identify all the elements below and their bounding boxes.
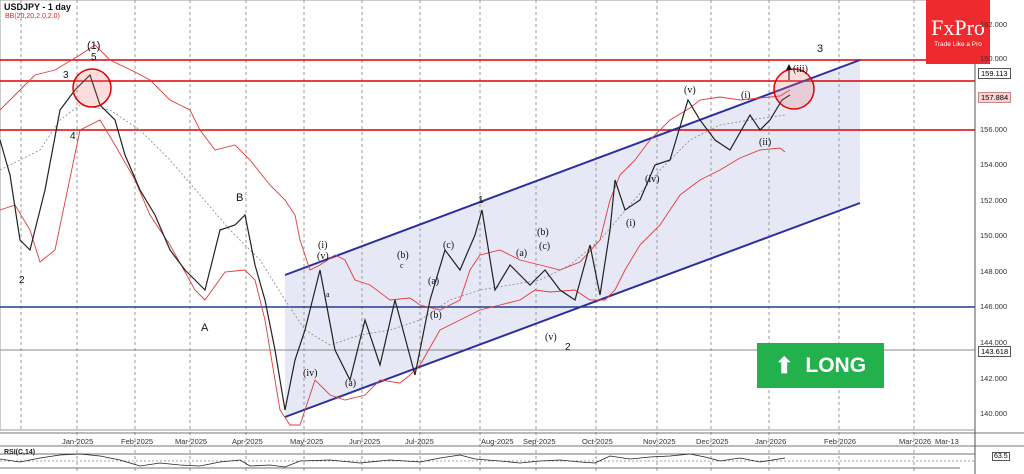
price-tick: 160.000 <box>980 54 1008 63</box>
svg-text:(a): (a) <box>516 248 527 259</box>
rsi-label: RSI(C,14) <box>4 449 36 456</box>
arrow-up-icon: ⬆ <box>774 352 794 378</box>
channel-upper-line <box>284 59 861 276</box>
highlight-circle-top <box>72 68 112 108</box>
svg-text:(b): (b) <box>430 310 442 321</box>
date-tick: Jan-2026 <box>755 437 787 446</box>
price-tick: 156.000 <box>980 125 1008 134</box>
svg-text:(iii): (iii) <box>793 64 808 75</box>
signal-label: LONG <box>805 353 867 377</box>
svg-text:(b): (b) <box>537 227 549 238</box>
svg-text:(a): (a) <box>345 378 356 389</box>
bollinger-middle <box>0 104 786 346</box>
date-tick: Jun-2025 <box>349 437 381 446</box>
rsi-line <box>0 453 786 468</box>
svg-text:B: B <box>236 192 243 204</box>
date-tick: Feb-2026 <box>824 437 857 446</box>
date-tick: Jul-2025 <box>405 437 434 446</box>
date-tick: Jan-2025 <box>62 437 94 446</box>
svg-text:1: 1 <box>478 195 484 206</box>
svg-text:a: a <box>326 290 330 299</box>
price-tag-level: 143.618 <box>978 346 1012 357</box>
svg-text:5: 5 <box>91 52 97 63</box>
date-tick: Mar-2026 <box>899 437 932 446</box>
price-tick: 148.000 <box>980 267 1008 276</box>
date-tick: Mar-13 <box>935 437 959 446</box>
date-gridlines <box>20 0 915 474</box>
svg-text:(iv): (iv) <box>645 174 659 185</box>
price-tick: 150.000 <box>980 231 1008 240</box>
svg-text:(i): (i) <box>626 218 635 229</box>
svg-text:(ii): (ii) <box>759 137 771 148</box>
price-tick: 142.000 <box>980 374 1008 383</box>
date-tick: Feb-2025 <box>121 437 154 446</box>
svg-text:(iv): (iv) <box>303 368 317 379</box>
date-tick: Apr-2025 <box>232 437 263 446</box>
svg-text:(v): (v) <box>684 85 696 96</box>
date-tick: Oct-2025 <box>582 437 613 446</box>
price-tick: 144.000 <box>980 338 1008 347</box>
price-tick: 162.000 <box>980 20 1008 29</box>
svg-text:(b): (b) <box>397 250 409 261</box>
svg-text:(c): (c) <box>443 240 454 251</box>
date-tick: May-2025 <box>290 437 324 446</box>
svg-text:3: 3 <box>63 70 69 81</box>
svg-text:(v): (v) <box>317 251 329 262</box>
logo-brand: FxPro <box>931 15 985 40</box>
bollinger-lower <box>0 119 786 426</box>
bollinger-upper <box>0 44 791 311</box>
long-signal-badge: ⬆ LONG <box>757 343 884 388</box>
rsi-value-tag: 63.5 <box>992 452 1010 461</box>
price-tag-current: 157.884 <box>978 92 1012 103</box>
date-tick: Dec-2025 <box>696 437 729 446</box>
svg-text:4: 4 <box>70 131 76 142</box>
date-tick: Mar-2025 <box>175 437 208 446</box>
indicator-label: BB(20,20,2.0,2.0) <box>5 13 60 20</box>
svg-text:(a): (a) <box>428 276 439 287</box>
svg-text:2: 2 <box>565 342 571 353</box>
highlight-circle-current <box>773 68 815 110</box>
svg-text:A: A <box>201 322 209 334</box>
price-tick: 140.000 <box>980 409 1008 418</box>
svg-text:(c): (c) <box>539 241 550 252</box>
svg-text:(1): (1) <box>87 40 100 52</box>
svg-text:3: 3 <box>817 43 823 55</box>
svg-text:(v): (v) <box>545 332 557 343</box>
price-tick: 152.000 <box>980 196 1008 205</box>
price-tick: 146.000 <box>980 302 1008 311</box>
date-tick: Aug-2025 <box>481 437 514 446</box>
svg-text:(i): (i) <box>318 240 327 251</box>
price-tag-resistance: 159.113 <box>978 68 1011 79</box>
date-tick: Sep-2025 <box>523 437 556 446</box>
svg-text:c: c <box>400 261 404 270</box>
elliott-wave-labels: (1) 5 3 4 2 A B 1 2 3 (i) (v) (b) c (c) … <box>19 40 823 389</box>
price-tick: 154.000 <box>980 160 1008 169</box>
uptrend-channel <box>285 60 860 417</box>
date-tick: Nov-2025 <box>643 437 676 446</box>
chart-title: USDJPY - 1 day <box>4 2 71 12</box>
logo-tagline: Trade Like a Pro <box>934 41 982 48</box>
target-arrow-icon <box>786 64 792 70</box>
channel-lower-line <box>284 202 861 418</box>
svg-text:(i): (i) <box>741 90 750 101</box>
fxpro-logo: FxPro Trade Like a Pro <box>926 0 990 64</box>
price-series <box>0 73 791 411</box>
svg-text:2: 2 <box>19 275 25 286</box>
